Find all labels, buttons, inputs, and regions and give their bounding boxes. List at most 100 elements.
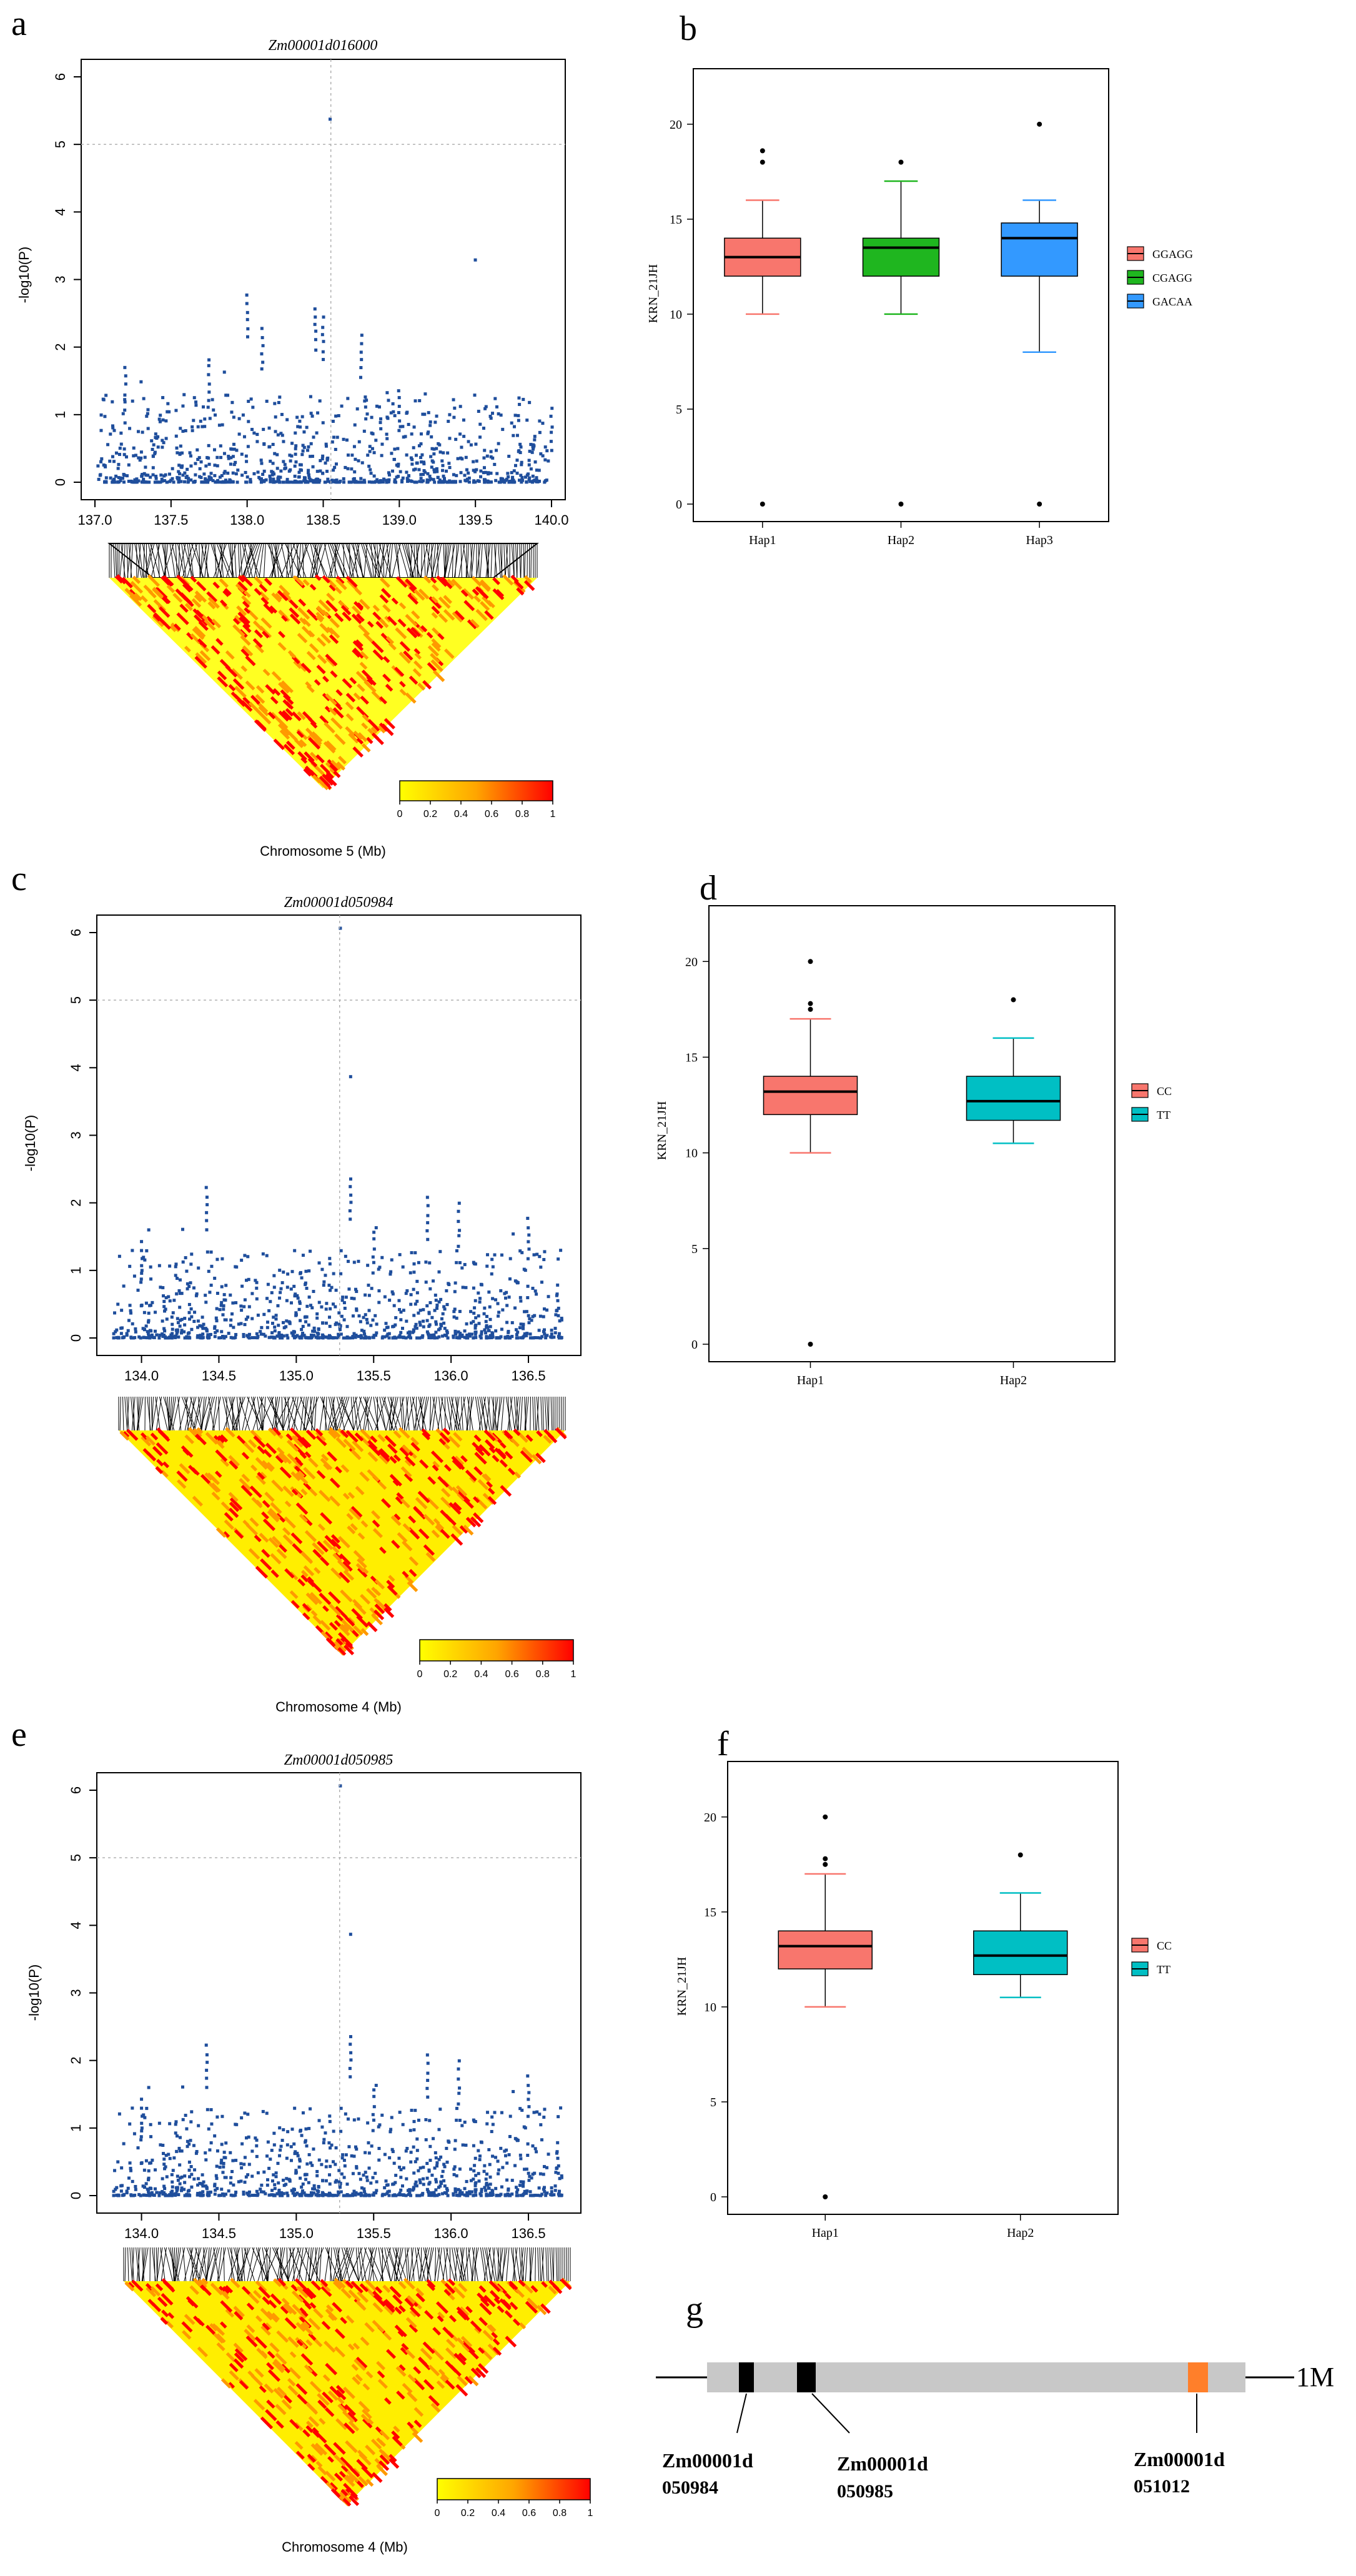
snp-point [349, 480, 353, 484]
snp-point [171, 1327, 174, 1331]
snp-point [131, 2179, 134, 2183]
ld-snp-line [290, 1396, 303, 1431]
snp-point [174, 409, 178, 412]
snp-point [377, 405, 381, 409]
snp-point [350, 1336, 354, 1340]
snp-point [183, 1317, 187, 1320]
snp-point [464, 2143, 468, 2147]
snp-point [247, 1277, 250, 1281]
snp-point [526, 1284, 530, 1288]
snp-point [278, 2126, 282, 2130]
snp-point [452, 2172, 456, 2176]
snp-point [200, 1324, 204, 1328]
ld-snp-line [426, 543, 434, 578]
ld-cell [418, 2357, 432, 2370]
ld-cell [335, 578, 347, 590]
ld-cell [324, 2407, 335, 2417]
ld-cell [315, 1431, 326, 1442]
snp-point [461, 1286, 465, 1289]
snp-point [445, 2146, 448, 2150]
snp-point [207, 373, 210, 377]
ld-cell [284, 1500, 292, 1508]
ld-snp-line [332, 543, 345, 578]
ld-cell [224, 1427, 235, 1438]
x-tick-label: 134.5 [202, 1368, 236, 1384]
snp-point [349, 2075, 352, 2079]
snp-point [398, 419, 402, 423]
snp-point [162, 441, 166, 445]
snp-point [272, 2131, 276, 2135]
snp-point [240, 1284, 244, 1288]
snp-point [157, 2194, 161, 2197]
snp-point [311, 465, 315, 468]
snp-point [354, 2191, 358, 2195]
snp-point [483, 2186, 487, 2189]
ld-snp-line [287, 2247, 292, 2282]
ld-snp-line [460, 2247, 467, 2282]
snp-point [367, 464, 371, 468]
ld-cell [266, 2399, 275, 2409]
snp-point [550, 1329, 553, 1332]
snp-point [325, 1335, 329, 1339]
snp-point [397, 2193, 401, 2197]
snp-point [542, 1257, 546, 1261]
snp-point [516, 1330, 520, 1334]
ld-cell [384, 615, 392, 623]
snp-point [307, 476, 311, 480]
ld-cell [420, 2347, 433, 2361]
snp-point [547, 2152, 550, 2156]
ld-snp-line [530, 543, 532, 578]
snp-point [315, 1331, 319, 1335]
ld-cell [240, 1485, 253, 1497]
ld-snp-line [491, 1396, 498, 1431]
ld-cell [372, 1528, 383, 1538]
ld-cell [271, 671, 282, 681]
snp-point [142, 472, 146, 475]
snp-point [347, 1287, 351, 1291]
snp-point [277, 1332, 281, 1335]
snp-point [398, 2111, 402, 2114]
y-tick-label: 4 [68, 1064, 84, 1071]
ld-cell [430, 1450, 444, 1464]
snp-point [165, 2175, 169, 2179]
snp-point [240, 2116, 244, 2120]
snp-point [309, 2194, 312, 2197]
ld-snp-line [309, 2247, 312, 2282]
snp-point [385, 1325, 388, 1329]
snp-point [372, 1247, 376, 1251]
snp-point [473, 1262, 477, 1266]
snp-point [437, 1270, 441, 1274]
category-label: Hap3 [1026, 533, 1053, 547]
ld-snp-line [332, 2247, 340, 2282]
ld-snp-line [517, 543, 518, 578]
ld-snp-line [297, 2247, 312, 2282]
ld-cell [260, 597, 269, 605]
snp-point [312, 2184, 316, 2187]
ld-cell [377, 725, 386, 734]
snp-point [446, 451, 450, 455]
ld-snp-line [259, 1396, 274, 1431]
ld-cell [487, 1495, 497, 1505]
snp-point [387, 480, 390, 483]
ld-cell [315, 1435, 327, 1447]
snp-point [394, 1336, 398, 1340]
ld-cell [207, 597, 220, 609]
ld-cell [452, 1525, 463, 1536]
snp-point [340, 1314, 344, 1318]
ld-snp-line [210, 2247, 220, 2282]
ld-snp-line [189, 2247, 198, 2282]
snp-point [230, 410, 234, 414]
ld-cell [215, 1527, 227, 1538]
ld-snp-line [508, 1396, 510, 1431]
snp-point [518, 451, 522, 455]
ld-cell [197, 638, 207, 648]
ld-snp-line [335, 2247, 343, 2282]
snp-point [142, 477, 146, 481]
snp-point [362, 2187, 366, 2191]
snp-point [220, 423, 224, 427]
ld-cell [254, 1534, 262, 1543]
snp-point [557, 2194, 561, 2197]
ld-cell [245, 2336, 258, 2347]
snp-point [434, 1299, 438, 1302]
snp-point [542, 1315, 545, 1319]
